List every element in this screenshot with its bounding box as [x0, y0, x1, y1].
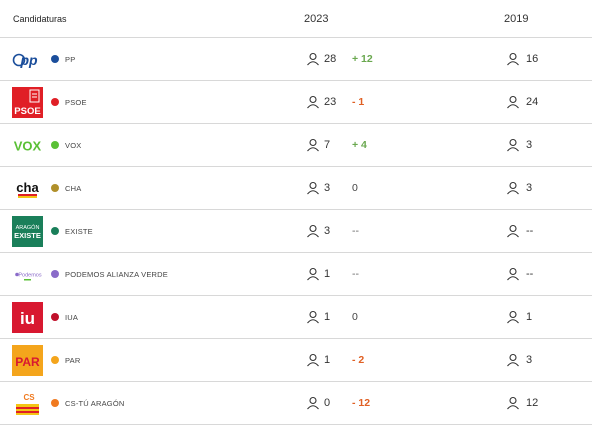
seats-change: 0 [352, 311, 358, 323]
party-name: CS-TÚ ARAGÓN [65, 398, 125, 408]
table-row: cha CHA 3 0 3 [0, 167, 592, 210]
header-2023: 2023 [304, 12, 329, 25]
svg-text:PAR: PAR [15, 355, 40, 369]
seats-change: -- [352, 268, 359, 280]
person-icon [507, 310, 519, 324]
svg-text:cha: cha [16, 180, 39, 195]
seats-change: - 12 [352, 397, 371, 409]
par-logo: PAR [12, 344, 43, 376]
party-name: CHA [65, 183, 82, 193]
seats-2019: 3 [526, 354, 533, 366]
party-color-dot [51, 141, 59, 149]
svg-text:PSOE: PSOE [14, 106, 40, 117]
seats-2023: 28 [324, 53, 337, 65]
party-name: PP [65, 54, 76, 64]
party-color-dot [51, 55, 59, 63]
seats-2019: -- [526, 225, 534, 237]
seats-2023: 3 [324, 182, 331, 194]
party-color-dot [51, 399, 59, 407]
person-icon [507, 224, 519, 238]
table-row: pp PP 28 + 12 16 [0, 38, 592, 81]
party-color-dot [51, 184, 59, 192]
person-icon [507, 267, 519, 281]
table-row: VOX VOX 7 + 4 3 [0, 124, 592, 167]
table-header: Candidaturas 2023 2019 [0, 0, 592, 38]
person-icon [307, 267, 319, 281]
podemos-logo: Podemos [12, 259, 43, 290]
seats-change: - 2 [352, 354, 365, 366]
seats-2019: 3 [526, 139, 533, 151]
svg-text:Podemos: Podemos [18, 272, 41, 278]
person-icon [307, 353, 319, 367]
seats-2019: 24 [526, 96, 539, 108]
person-icon [507, 353, 519, 367]
svg-text:pp: pp [19, 52, 38, 68]
table-row: PAR PAR 1 - 2 3 [0, 339, 592, 382]
person-icon [507, 396, 519, 410]
seats-2023: 0 [324, 397, 331, 409]
svg-text:EXISTE: EXISTE [14, 231, 41, 240]
cha-logo: cha [12, 173, 43, 204]
svg-text:iu: iu [20, 309, 35, 328]
seats-2023: 1 [324, 354, 331, 366]
vox-logo: VOX [12, 130, 43, 161]
seats-2023: 1 [324, 268, 331, 280]
seats-change: - 1 [352, 96, 365, 108]
person-icon [507, 95, 519, 109]
person-icon [507, 52, 519, 66]
person-icon [307, 138, 319, 152]
party-color-dot [51, 98, 59, 106]
cs-logo: CS [12, 388, 43, 419]
party-color-dot [51, 270, 59, 278]
person-icon [307, 181, 319, 195]
person-icon [307, 310, 319, 324]
person-icon [507, 181, 519, 195]
seats-change: + 4 [352, 139, 367, 151]
party-color-dot [51, 356, 59, 364]
svg-text:CS: CS [23, 393, 35, 402]
pp-logo: pp [12, 44, 43, 75]
seats-2019: 1 [526, 311, 533, 323]
party-name: EXISTE [65, 226, 93, 236]
seats-change: -- [352, 225, 359, 237]
person-icon [507, 138, 519, 152]
person-icon [307, 396, 319, 410]
svg-text:VOX: VOX [14, 138, 42, 153]
header-2019: 2019 [504, 12, 529, 25]
seats-2023: 3 [324, 225, 331, 237]
table-row: iu IUA 1 0 1 [0, 296, 592, 339]
table-row: ARAGÓN EXISTE EXISTE 3 -- -- [0, 210, 592, 253]
party-color-dot [51, 227, 59, 235]
seats-change: + 12 [352, 53, 373, 65]
seats-2023: 23 [324, 96, 337, 108]
person-icon [307, 95, 319, 109]
party-name: PAR [65, 355, 81, 365]
party-name: IUA [65, 312, 79, 322]
seats-2019: 16 [526, 53, 539, 65]
table-row: PSOE PSOE 23 - 1 24 [0, 81, 592, 124]
seats-2019: 3 [526, 182, 533, 194]
iu-logo: iu [12, 301, 43, 333]
party-name: PSOE [65, 97, 87, 107]
seats-change: 0 [352, 182, 358, 194]
psoe-logo: PSOE [12, 86, 43, 118]
seats-2023: 1 [324, 311, 331, 323]
table-row: Podemos PODEMOS ALIANZA VERDE 1 -- -- [0, 253, 592, 296]
table-row: CS CS-TÚ ARAGÓN 0 - 12 12 [0, 382, 592, 425]
party-name: VOX [65, 140, 82, 150]
seats-2019: 12 [526, 397, 539, 409]
party-color-dot [51, 313, 59, 321]
person-icon [307, 52, 319, 66]
party-name: PODEMOS ALIANZA VERDE [65, 269, 168, 279]
header-candidaturas: Candidaturas [13, 13, 67, 24]
existe-logo: ARAGÓN EXISTE [12, 215, 43, 247]
seats-2019: -- [526, 268, 534, 280]
person-icon [307, 224, 319, 238]
seats-2023: 7 [324, 139, 331, 151]
svg-text:ARAGÓN: ARAGÓN [16, 224, 40, 231]
